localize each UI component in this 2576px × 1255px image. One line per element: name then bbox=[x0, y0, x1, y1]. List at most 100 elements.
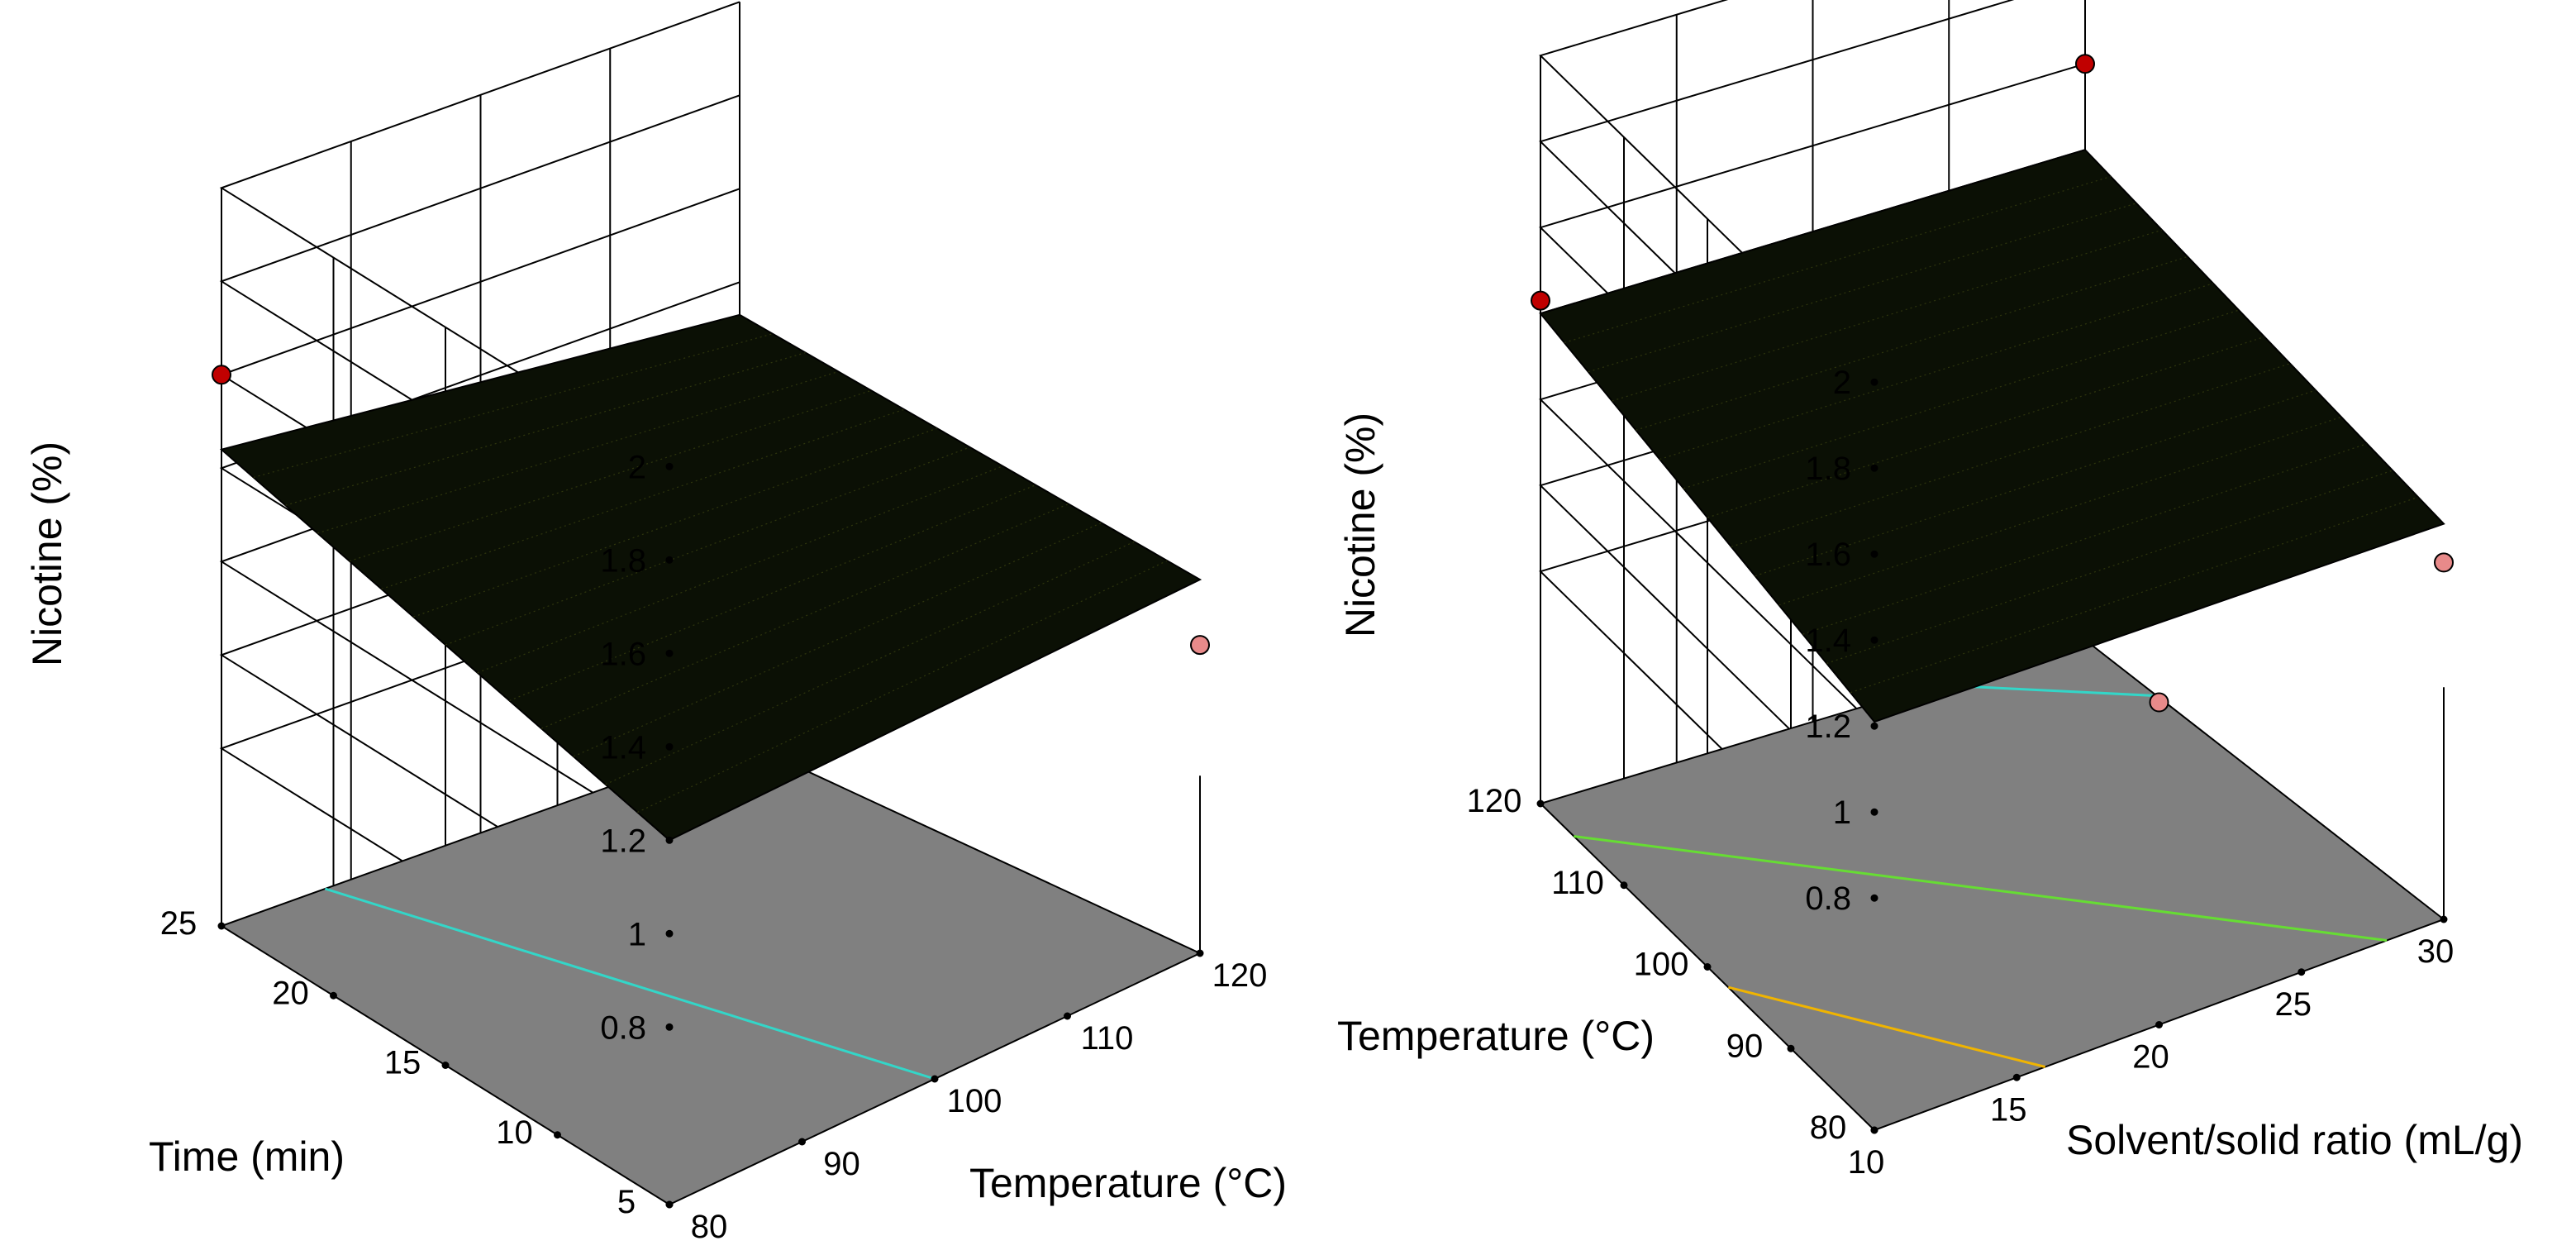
tick-labels: 0.8 1 1.2 1.4 1.6 1.8 2 80 90 100 110 120 5 10 15 20 25 bbox=[160, 449, 1268, 1245]
x-tick-label: 100 bbox=[947, 1083, 1002, 1119]
z-tick-label: 1.4 bbox=[1805, 623, 1851, 659]
x-tick-mark bbox=[2440, 915, 2448, 923]
x-tick-mark bbox=[2012, 1073, 2021, 1081]
y-tick-mark bbox=[441, 1062, 450, 1069]
surface-mesh-line bbox=[1826, 470, 2393, 665]
surface-mesh-line bbox=[1564, 175, 2112, 344]
z-tick-label: 1 bbox=[628, 916, 646, 952]
surface-mesh-line bbox=[1612, 229, 2163, 402]
z-tick-mark bbox=[1870, 636, 1878, 644]
design-point bbox=[2075, 54, 2095, 74]
z-tick-label: 1.2 bbox=[1805, 709, 1851, 745]
z-tick-mark bbox=[1870, 464, 1878, 472]
x-axis-label: Solvent/solid ratio (mL/g) bbox=[2066, 1117, 2523, 1163]
z-tick-mark bbox=[1870, 894, 1878, 902]
design-point bbox=[1531, 290, 1550, 311]
y-tick-mark bbox=[554, 1131, 561, 1139]
y-tick-mark bbox=[330, 991, 337, 1000]
surface-mesh-line bbox=[285, 352, 806, 506]
surface-mesh-line bbox=[1683, 309, 2240, 489]
surface-mesh-line bbox=[413, 427, 937, 618]
x-tick-label: 110 bbox=[1081, 1020, 1134, 1057]
panel-right-response-surface: 0.8 1 1.2 1.4 1.6 1.8 2 10 15 20 25 30 80 90 100 110 120… bbox=[1337, 0, 2523, 1181]
surface-mesh-line bbox=[1731, 363, 2291, 547]
contour-line bbox=[1574, 835, 2388, 942]
x-tick-mark bbox=[2155, 1021, 2163, 1028]
y-tick-mark bbox=[1787, 1044, 1795, 1052]
z-tick-mark bbox=[665, 556, 674, 564]
z-tick-label: 1 bbox=[1833, 795, 1851, 831]
z-tick-label: 1.2 bbox=[600, 823, 646, 859]
x-tick-label: 15 bbox=[1990, 1091, 2027, 1128]
surface-mesh-line bbox=[1588, 203, 2137, 373]
design-point bbox=[212, 365, 231, 385]
z-tick-label: 0.8 bbox=[1805, 880, 1851, 917]
y-tick-label: 120 bbox=[1467, 783, 1522, 819]
x-tick-mark bbox=[931, 1075, 939, 1083]
z-axis-label: Nicotine (%) bbox=[24, 441, 70, 666]
y-tick-label: 5 bbox=[617, 1184, 636, 1220]
z-tick-mark bbox=[665, 742, 674, 751]
z-tick-label: 1.6 bbox=[600, 636, 646, 672]
y-tick-mark bbox=[1703, 963, 1712, 971]
z-tick-label: 1.6 bbox=[1805, 537, 1851, 573]
surface-mesh bbox=[253, 333, 1168, 814]
y-tick-label: 90 bbox=[1726, 1028, 1764, 1064]
z-tick-label: 1.8 bbox=[600, 542, 646, 579]
y-axis-label: Temperature (°C) bbox=[1337, 1013, 1655, 1059]
surface-mesh-line bbox=[445, 446, 970, 646]
panel-left-response-surface: 0.8 1 1.2 1.4 1.6 1.8 2 80 90 100 110 120 5 10 15 20 25 N… bbox=[24, 1, 1287, 1245]
contour-line bbox=[324, 887, 936, 1081]
x-tick-mark bbox=[798, 1138, 806, 1146]
contour-line bbox=[1727, 985, 2046, 1068]
surface-mesh bbox=[1564, 175, 2419, 694]
x-tick-label: 80 bbox=[691, 1209, 728, 1245]
z-tick-label: 2 bbox=[1833, 365, 1851, 401]
surface-mesh-line bbox=[1707, 336, 2265, 518]
z-tick-label: 1.4 bbox=[600, 729, 646, 766]
z-tick-mark bbox=[1870, 378, 1878, 386]
x-tick-mark bbox=[1064, 1012, 1071, 1020]
z-tick-mark bbox=[665, 1023, 674, 1031]
design-point bbox=[1190, 635, 1210, 656]
x-tick-label: 20 bbox=[2132, 1039, 2169, 1076]
x-tick-mark bbox=[2297, 968, 2306, 976]
surface-mesh-line bbox=[637, 560, 1168, 814]
y-tick-mark bbox=[1870, 1126, 1878, 1134]
response-surface bbox=[219, 313, 1202, 842]
z-tick-mark bbox=[1870, 722, 1878, 730]
surface-mesh-line bbox=[1636, 255, 2188, 431]
y-tick-label: 20 bbox=[272, 975, 309, 1011]
surface-mesh-line bbox=[573, 522, 1102, 757]
z-tick-mark bbox=[1870, 550, 1878, 558]
z-tick-mark bbox=[665, 649, 674, 657]
z-tick-label: 1.8 bbox=[1805, 451, 1851, 487]
z-tick-mark bbox=[1870, 808, 1878, 816]
x-tick-label: 90 bbox=[823, 1146, 860, 1182]
x-tick-label: 30 bbox=[2417, 933, 2455, 970]
y-tick-mark bbox=[1536, 799, 1545, 808]
surface-mesh-line bbox=[1755, 389, 2316, 577]
design-point bbox=[2434, 552, 2454, 573]
z-tick-mark bbox=[665, 929, 674, 938]
y-tick-mark bbox=[217, 922, 226, 930]
z-axis-label: Nicotine (%) bbox=[1337, 413, 1383, 637]
z-tick-label: 0.8 bbox=[600, 1009, 646, 1046]
surface-mesh-line bbox=[1802, 443, 2368, 635]
surface-mesh-line bbox=[509, 484, 1036, 702]
surface-mesh-line bbox=[253, 333, 773, 479]
y-tick-label: 25 bbox=[160, 905, 198, 942]
y-tick-label: 15 bbox=[384, 1045, 421, 1081]
surface-mesh-line bbox=[1850, 496, 2419, 694]
y-tick-label: 10 bbox=[496, 1114, 533, 1151]
x-tick-label: 25 bbox=[2275, 986, 2312, 1023]
surface-mesh-line bbox=[540, 503, 1069, 729]
y-tick-label: 110 bbox=[1551, 865, 1604, 901]
y-tick-label: 80 bbox=[1810, 1109, 1847, 1146]
z-tick-label: 2 bbox=[628, 449, 646, 485]
z-tick-mark bbox=[665, 836, 674, 844]
y-tick-mark bbox=[1620, 881, 1628, 890]
y-tick-label: 100 bbox=[1634, 947, 1689, 983]
design-point bbox=[2149, 692, 2169, 713]
